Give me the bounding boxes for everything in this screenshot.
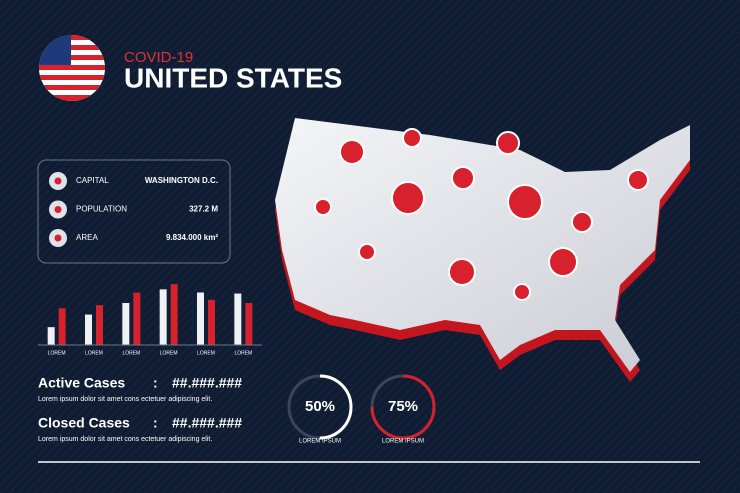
- stat-separator: :: [153, 375, 158, 391]
- stat-value: ##.###.###: [172, 375, 242, 391]
- info-box: [37, 159, 231, 264]
- info-icon-dot: [54, 206, 62, 213]
- bar: [170, 284, 178, 345]
- stat-label: Active Cases: [38, 375, 125, 391]
- donut-arc: [370, 374, 436, 440]
- info-value: WASHINGTON D.C.: [145, 176, 218, 185]
- donut-arc: [287, 374, 353, 440]
- bar: [197, 292, 204, 345]
- x-tick-label: LOREM: [48, 350, 66, 356]
- stat-text: Lorem ipsum dolor sit amet cons ectetuer…: [38, 396, 212, 403]
- bar: [122, 303, 130, 345]
- bar: [133, 292, 141, 345]
- info-value: 9.834.000 km²: [166, 233, 218, 242]
- bar: [47, 327, 55, 345]
- stat-label: Closed Cases: [38, 415, 130, 431]
- stat-separator: :: [153, 415, 158, 431]
- stat-text: Lorem ipsum dolor sit amet cons ectetuer…: [38, 436, 212, 443]
- title: UNITED STATES: [124, 62, 342, 93]
- bar: [245, 303, 253, 345]
- bar: [234, 293, 242, 345]
- donut-caption: LOREM IPSUM: [299, 439, 341, 445]
- info-icon-dot: [54, 234, 62, 242]
- donut-label: 75%: [388, 398, 418, 415]
- info-value: 327.2 M: [189, 205, 218, 214]
- x-tick-label: LOREM: [160, 350, 178, 356]
- info-label: CAPITAL: [76, 176, 109, 185]
- bar: [208, 299, 215, 345]
- stat-value: ##.###.###: [172, 415, 242, 431]
- x-tick-label: LOREM: [197, 350, 215, 356]
- info-icon-dot: [54, 177, 62, 185]
- x-tick-label: LOREM: [85, 350, 103, 356]
- x-tick-label: LOREM: [234, 350, 252, 356]
- donut-caption: LOREM IPSUM: [382, 439, 424, 445]
- x-tick-label: LOREM: [122, 350, 140, 356]
- donut-label: 50%: [305, 398, 335, 415]
- flag: [39, 35, 105, 101]
- kicker: COVID-19: [124, 49, 193, 66]
- bar: [159, 289, 167, 345]
- bar: [85, 314, 92, 345]
- bar: [96, 305, 103, 345]
- bar: [58, 308, 66, 345]
- info-label: AREA: [76, 233, 98, 242]
- map: [275, 118, 690, 382]
- info-label: POPULATION: [76, 205, 127, 214]
